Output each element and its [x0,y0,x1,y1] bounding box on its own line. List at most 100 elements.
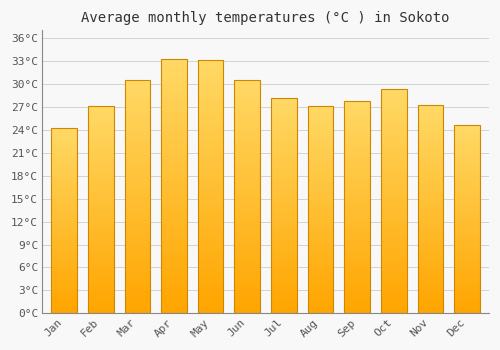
Bar [381,175,406,179]
Bar [52,178,77,181]
Bar [198,199,224,204]
Bar [381,172,406,175]
Bar [418,275,443,279]
Bar [308,227,334,230]
Bar [381,302,406,306]
Bar [162,305,187,309]
Bar [162,203,187,207]
Bar [162,131,187,135]
Bar [124,251,150,255]
Bar [52,224,77,227]
Bar [454,229,479,232]
Bar [234,127,260,131]
Bar [88,227,114,230]
Bar [234,99,260,104]
Bar [88,178,114,182]
Bar [198,280,224,284]
Bar [198,229,224,233]
Bar [198,94,224,98]
Bar [271,163,296,167]
Bar [124,154,150,158]
Bar [162,59,187,63]
Bar [162,271,187,275]
Bar [344,250,370,253]
Bar [454,156,479,160]
Bar [381,228,406,231]
Bar [271,285,296,288]
Bar [344,186,370,189]
Bar [271,263,296,267]
Bar [344,133,370,136]
Bar [418,154,443,158]
Bar [308,168,334,172]
Bar [418,240,443,244]
Bar [88,117,114,120]
Bar [454,279,479,282]
Bar [381,179,406,183]
Bar [198,275,224,280]
Bar [344,189,370,193]
Bar [381,190,406,194]
Bar [418,251,443,254]
Bar [88,265,114,268]
Bar [308,110,334,113]
Bar [124,92,150,96]
Bar [418,279,443,282]
Bar [344,306,370,310]
Bar [52,264,77,267]
Bar [418,133,443,136]
Bar [381,276,406,280]
Bar [234,278,260,282]
Bar [198,183,224,187]
Bar [344,274,370,278]
Bar [52,159,77,162]
Bar [381,265,406,268]
Bar [88,268,114,272]
Bar [234,259,260,263]
Bar [234,80,260,84]
Bar [198,136,224,140]
Bar [344,303,370,306]
Bar [271,245,296,249]
Bar [162,84,187,89]
Bar [234,302,260,306]
Bar [454,166,479,169]
Bar [52,227,77,230]
Bar [198,128,224,132]
Bar [88,154,114,158]
Bar [52,144,77,147]
Bar [308,265,334,268]
Bar [271,303,296,306]
Bar [88,258,114,261]
Bar [454,238,479,241]
Bar [234,255,260,259]
Bar [454,235,479,238]
Bar [234,193,260,197]
Bar [344,207,370,211]
Bar [418,185,443,189]
Bar [271,270,296,274]
Bar [418,209,443,213]
Bar [308,234,334,237]
Bar [454,153,479,156]
Bar [381,287,406,291]
Bar [198,149,224,153]
Bar [88,300,114,303]
Bar [344,257,370,260]
Bar [271,113,296,117]
Bar [418,109,443,112]
Bar [344,239,370,243]
Bar [234,251,260,255]
Bar [271,170,296,174]
Bar [381,216,406,220]
Bar [381,142,406,145]
Bar [381,89,406,313]
Bar [52,270,77,273]
Bar [234,169,260,173]
Bar [381,310,406,313]
Bar [344,285,370,288]
Bar [308,186,334,189]
Bar [381,183,406,187]
Bar [234,134,260,139]
Bar [198,115,224,119]
